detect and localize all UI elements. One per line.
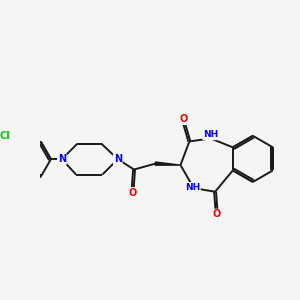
Polygon shape bbox=[155, 162, 181, 165]
Text: N: N bbox=[58, 154, 66, 164]
Text: O: O bbox=[128, 188, 137, 198]
Text: Cl: Cl bbox=[0, 131, 10, 141]
Text: NH: NH bbox=[203, 130, 218, 140]
Text: O: O bbox=[212, 209, 221, 220]
Text: NH: NH bbox=[185, 183, 200, 192]
Text: N: N bbox=[114, 154, 122, 164]
Text: O: O bbox=[179, 114, 188, 124]
